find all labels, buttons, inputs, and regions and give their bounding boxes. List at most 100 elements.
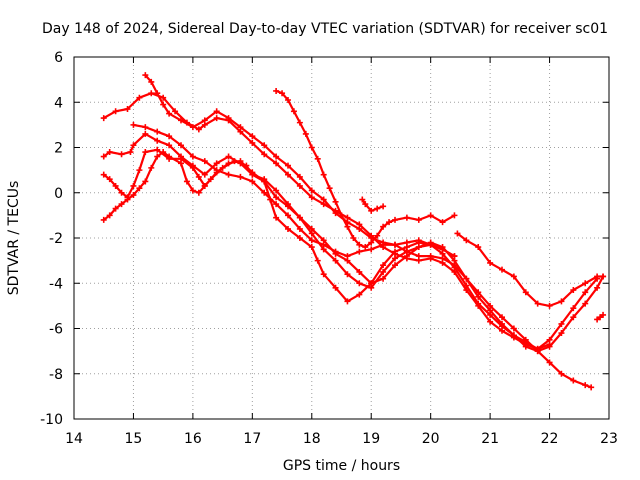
data-point: [273, 214, 280, 221]
data-point: [172, 108, 179, 115]
data-point: [189, 153, 196, 160]
x-tick-label: 19: [362, 431, 380, 447]
data-point: [463, 237, 470, 244]
data-point: [237, 173, 244, 180]
data-point: [296, 235, 303, 241]
data-point: [558, 320, 565, 327]
data-point: [415, 237, 422, 244]
x-tick-label: 14: [65, 431, 83, 447]
data-point: [314, 155, 321, 162]
data-point: [154, 153, 161, 160]
data-point: [415, 216, 422, 223]
data-point: [320, 171, 327, 178]
data-point: [475, 289, 482, 296]
data-point: [594, 284, 601, 291]
data-point: [112, 108, 119, 115]
series-line: [102, 92, 599, 350]
data-point: [600, 311, 607, 318]
data-point: [451, 253, 458, 260]
data-point: [320, 271, 327, 278]
data-point: [392, 262, 398, 269]
data-point: [166, 110, 173, 117]
data-point: [178, 117, 184, 124]
data-point: [380, 203, 387, 210]
data-point: [178, 142, 184, 149]
data-point: [285, 225, 291, 232]
data-point: [427, 241, 434, 248]
data-point: [273, 160, 280, 167]
data-point: [427, 253, 434, 260]
data-point: [166, 153, 173, 160]
data-point: [213, 160, 220, 167]
data-point: [344, 253, 351, 260]
data-point: [154, 128, 161, 135]
data-point: [487, 318, 494, 325]
data-point: [487, 259, 494, 266]
data-point: [308, 194, 315, 201]
data-point: [142, 130, 149, 137]
series-trace-9: [454, 230, 607, 309]
data-point: [499, 266, 505, 273]
x-axis-label: GPS time / hours: [283, 458, 400, 474]
series-line: [456, 232, 605, 307]
data-point: [118, 201, 125, 208]
data-point: [296, 173, 303, 180]
data-point: [392, 241, 398, 248]
data-point: [136, 94, 143, 101]
data-point: [510, 273, 517, 280]
data-point: [290, 108, 297, 115]
series-trace-5: [130, 121, 595, 391]
data-point: [261, 178, 268, 185]
data-point: [136, 185, 143, 192]
series-trace-6: [142, 72, 458, 260]
data-point: [225, 153, 232, 160]
data-point: [213, 108, 220, 115]
data-point: [356, 248, 363, 255]
data-point: [392, 216, 398, 223]
data-point: [374, 205, 381, 212]
data-point: [451, 212, 458, 219]
data-point: [302, 130, 309, 137]
data-point: [273, 194, 280, 201]
data-point: [546, 302, 553, 309]
data-point: [344, 298, 351, 305]
series-trace-10: [594, 311, 607, 323]
data-point: [499, 323, 505, 330]
y-tick-label: -4: [49, 276, 63, 292]
data-point: [359, 196, 366, 203]
data-point: [118, 189, 125, 196]
data-point: [326, 185, 333, 192]
y-tick-label: -2: [49, 231, 63, 247]
data-point: [368, 280, 375, 287]
y-tick-label: -6: [49, 322, 63, 338]
data-point: [463, 275, 470, 282]
data-point: [451, 262, 458, 269]
data-point: [332, 284, 339, 291]
series-line: [132, 123, 593, 389]
data-point: [439, 219, 446, 226]
data-point: [273, 201, 280, 208]
data-point: [570, 314, 577, 321]
data-point: [261, 189, 268, 196]
data-point: [142, 178, 149, 185]
data-point: [356, 291, 363, 298]
data-point: [403, 214, 410, 221]
data-point: [189, 164, 196, 171]
data-point: [136, 167, 143, 174]
y-tick-label: 0: [54, 186, 63, 202]
data-point: [237, 158, 244, 165]
data-point: [160, 149, 167, 156]
data-point: [285, 96, 291, 103]
data-point: [454, 230, 461, 237]
x-tick-label: 15: [125, 431, 143, 447]
series-line: [102, 150, 456, 303]
data-point: [380, 268, 387, 275]
data-point: [415, 253, 422, 260]
data-point: [475, 300, 482, 307]
data-point: [368, 239, 375, 246]
data-point: [130, 142, 137, 149]
data-point: [368, 246, 375, 253]
data-point: [154, 146, 161, 153]
data-point: [570, 377, 577, 384]
